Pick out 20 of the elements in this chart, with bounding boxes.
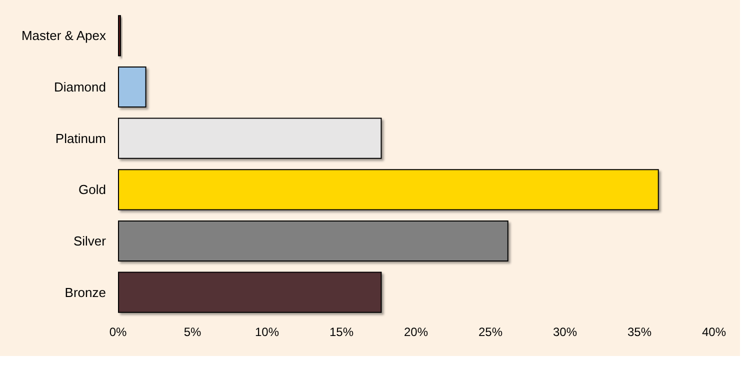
x-tick-label: 10% [254, 325, 280, 339]
x-tick-label: 5% [184, 325, 202, 339]
x-tick-label: 15% [329, 325, 354, 339]
y-tick-label: Bronze [64, 284, 106, 300]
bar [118, 220, 508, 262]
x-tick-label: 40% [702, 325, 726, 339]
x-tick-label: 30% [552, 325, 578, 339]
y-tick-label: Diamond [54, 80, 106, 94]
y-tick-label: Silver [73, 234, 107, 248]
x-tick-label: 20% [404, 325, 428, 339]
y-tick-label: Gold [78, 182, 106, 198]
x-tick-label: 35% [627, 325, 652, 339]
bar [118, 66, 146, 108]
x-tick-label: 0% [109, 325, 127, 339]
bar [118, 272, 382, 313]
y-tick-label: Platinum [55, 130, 106, 146]
x-tick-label: 25% [478, 325, 503, 339]
bar [118, 118, 382, 159]
bar [118, 169, 659, 210]
y-tick-label: Master & Apex [21, 28, 106, 44]
